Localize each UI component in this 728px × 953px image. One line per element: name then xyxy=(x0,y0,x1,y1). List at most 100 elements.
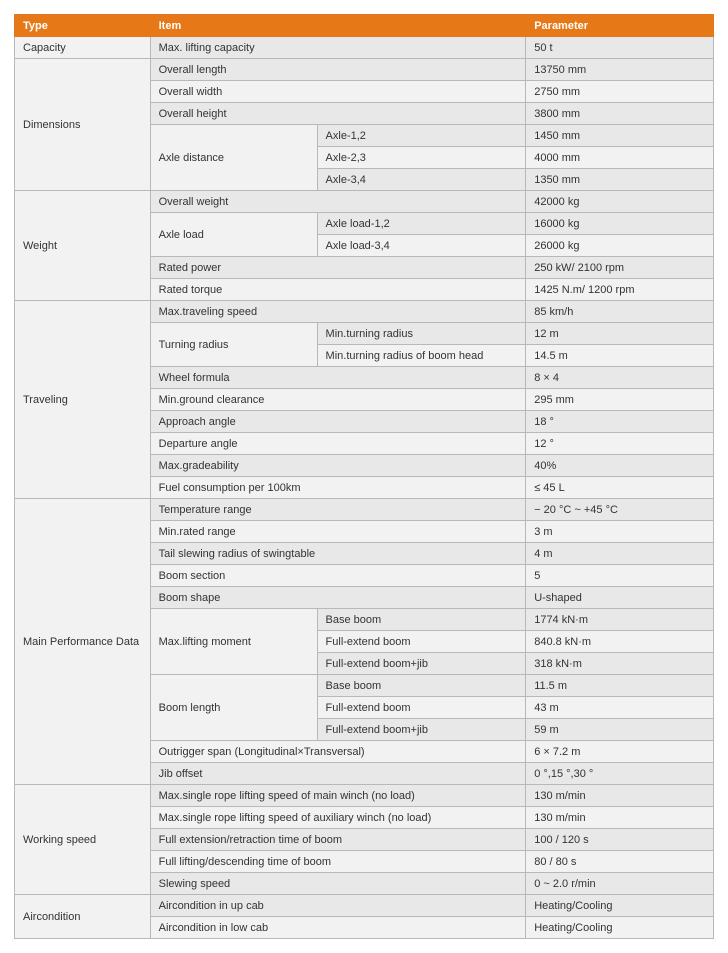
item-cell: Aircondition in up cab xyxy=(150,895,526,917)
header-row: Type Item Parameter xyxy=(15,15,714,37)
type-cell: Aircondition xyxy=(15,895,151,939)
item-cell: Rated torque xyxy=(150,279,526,301)
item-cell: Turning radius xyxy=(150,323,317,367)
item-cell: Max.traveling speed xyxy=(150,301,526,323)
param-cell: 0 °,15 °,30 ° xyxy=(526,763,714,785)
param-cell: 1425 N.m/ 1200 rpm xyxy=(526,279,714,301)
item-cell: Outrigger span (Longitudinal×Transversal… xyxy=(150,741,526,763)
param-cell: 4 m xyxy=(526,543,714,565)
param-cell: 4000 mm xyxy=(526,147,714,169)
param-cell: 85 km/h xyxy=(526,301,714,323)
param-cell: 840.8 kN·m xyxy=(526,631,714,653)
param-cell: 12 m xyxy=(526,323,714,345)
sub-cell: Full-extend boom+jib xyxy=(317,719,526,741)
item-cell: Fuel consumption per 100km xyxy=(150,477,526,499)
item-cell: Boom shape xyxy=(150,587,526,609)
sub-cell: Base boom xyxy=(317,609,526,631)
param-cell: U-shaped xyxy=(526,587,714,609)
sub-cell: Min.turning radius xyxy=(317,323,526,345)
type-cell: Working speed xyxy=(15,785,151,895)
sub-cell: Full-extend boom xyxy=(317,697,526,719)
table-row: Aircondition Aircondition in up cab Heat… xyxy=(15,895,714,917)
param-cell: 6 × 7.2 m xyxy=(526,741,714,763)
type-cell: Traveling xyxy=(15,301,151,499)
param-cell: 12 ° xyxy=(526,433,714,455)
item-cell: Tail slewing radius of swingtable xyxy=(150,543,526,565)
header-parameter: Parameter xyxy=(526,15,714,37)
param-cell: 40% xyxy=(526,455,714,477)
item-cell: Departure angle xyxy=(150,433,526,455)
param-cell: 1774 kN·m xyxy=(526,609,714,631)
param-cell: 5 xyxy=(526,565,714,587)
table-row: Traveling Max.traveling speed 85 km/h xyxy=(15,301,714,323)
param-cell: 59 m xyxy=(526,719,714,741)
param-cell: 3 m xyxy=(526,521,714,543)
sub-cell: Axle load-1,2 xyxy=(317,213,526,235)
table-row: Capacity Max. lifting capacity 50 t xyxy=(15,37,714,59)
item-cell: Boom length xyxy=(150,675,317,741)
item-cell: Overall width xyxy=(150,81,526,103)
param-cell: 42000 kg xyxy=(526,191,714,213)
item-cell: Aircondition in low cab xyxy=(150,917,526,939)
param-cell: 250 kW/ 2100 rpm xyxy=(526,257,714,279)
item-cell: Overall height xyxy=(150,103,526,125)
item-cell: Temperature range xyxy=(150,499,526,521)
type-cell: Dimensions xyxy=(15,59,151,191)
param-cell: 14.5 m xyxy=(526,345,714,367)
type-cell: Main Performance Data xyxy=(15,499,151,785)
param-cell: 100 / 120 s xyxy=(526,829,714,851)
item-cell: Max. lifting capacity xyxy=(150,37,526,59)
param-cell: 18 ° xyxy=(526,411,714,433)
sub-cell: Base boom xyxy=(317,675,526,697)
item-cell: Axle distance xyxy=(150,125,317,191)
sub-cell: Min.turning radius of boom head xyxy=(317,345,526,367)
header-item: Item xyxy=(150,15,526,37)
param-cell: − 20 °C ~ +45 °C xyxy=(526,499,714,521)
table-row: Working speed Max.single rope lifting sp… xyxy=(15,785,714,807)
item-cell: Axle load xyxy=(150,213,317,257)
item-cell: Slewing speed xyxy=(150,873,526,895)
header-type: Type xyxy=(15,15,151,37)
table-row: Dimensions Overall length 13750 mm xyxy=(15,59,714,81)
sub-cell: Axle-2,3 xyxy=(317,147,526,169)
item-cell: Max.lifting moment xyxy=(150,609,317,675)
param-cell: 1450 mm xyxy=(526,125,714,147)
sub-cell: Axle-1,2 xyxy=(317,125,526,147)
item-cell: Boom section xyxy=(150,565,526,587)
param-cell: Heating/Cooling xyxy=(526,895,714,917)
type-cell: Capacity xyxy=(15,37,151,59)
param-cell: 8 × 4 xyxy=(526,367,714,389)
param-cell: Heating/Cooling xyxy=(526,917,714,939)
param-cell: 0 ~ 2.0 r/min xyxy=(526,873,714,895)
item-cell: Full lifting/descending time of boom xyxy=(150,851,526,873)
item-cell: Wheel formula xyxy=(150,367,526,389)
param-cell: 13750 mm xyxy=(526,59,714,81)
item-cell: Overall weight xyxy=(150,191,526,213)
param-cell: 16000 kg xyxy=(526,213,714,235)
param-cell: 2750 mm xyxy=(526,81,714,103)
item-cell: Max.gradeability xyxy=(150,455,526,477)
table-row: Main Performance Data Temperature range … xyxy=(15,499,714,521)
item-cell: Max.single rope lifting speed of auxilia… xyxy=(150,807,526,829)
sub-cell: Full-extend boom xyxy=(317,631,526,653)
param-cell: 318 kN·m xyxy=(526,653,714,675)
item-cell: Max.single rope lifting speed of main wi… xyxy=(150,785,526,807)
item-cell: Rated power xyxy=(150,257,526,279)
param-cell: 3800 mm xyxy=(526,103,714,125)
param-cell: 43 m xyxy=(526,697,714,719)
param-cell: 295 mm xyxy=(526,389,714,411)
param-cell: 130 m/min xyxy=(526,807,714,829)
param-cell: 1350 mm xyxy=(526,169,714,191)
type-cell: Weight xyxy=(15,191,151,301)
spec-table: Type Item Parameter Capacity Max. liftin… xyxy=(14,14,714,939)
item-cell: Min.ground clearance xyxy=(150,389,526,411)
item-cell: Approach angle xyxy=(150,411,526,433)
table-row: Weight Overall weight 42000 kg xyxy=(15,191,714,213)
sub-cell: Axle-3,4 xyxy=(317,169,526,191)
item-cell: Overall length xyxy=(150,59,526,81)
param-cell: ≤ 45 L xyxy=(526,477,714,499)
sub-cell: Axle load-3,4 xyxy=(317,235,526,257)
item-cell: Min.rated range xyxy=(150,521,526,543)
sub-cell: Full-extend boom+jib xyxy=(317,653,526,675)
param-cell: 11.5 m xyxy=(526,675,714,697)
